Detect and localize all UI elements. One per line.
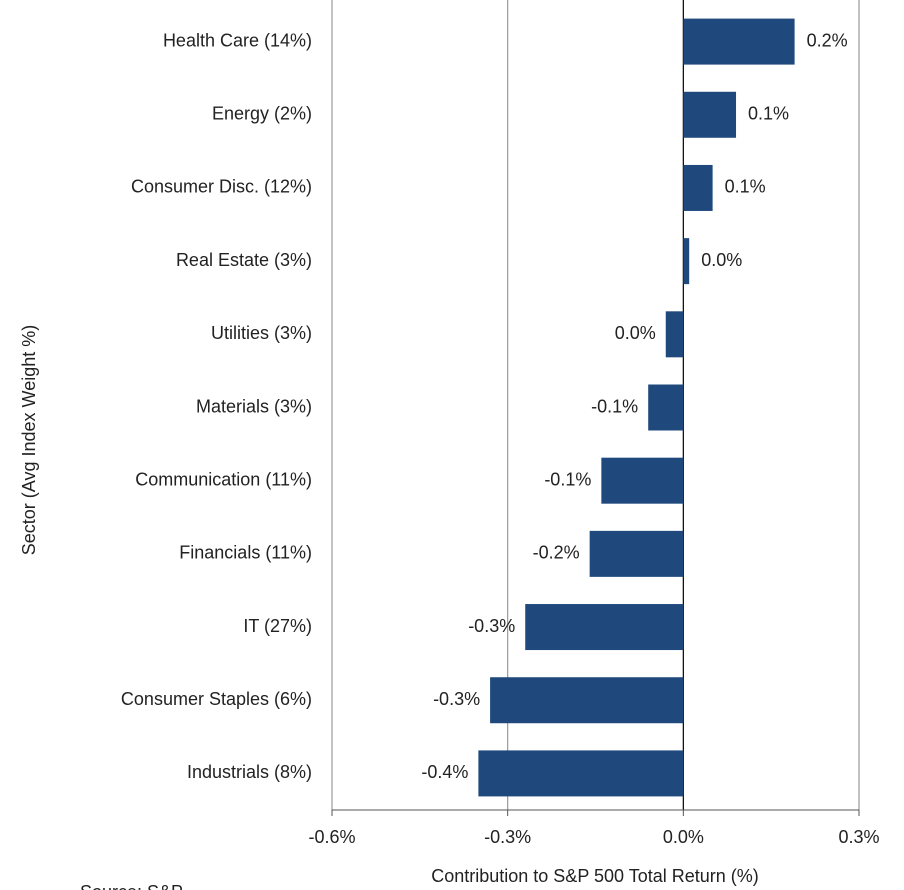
value-label: -0.1% bbox=[591, 396, 638, 416]
bar bbox=[648, 384, 684, 431]
bar bbox=[683, 91, 737, 138]
y-tick-label: Energy (2%) bbox=[212, 104, 312, 124]
y-tick-label: Communication (11%) bbox=[135, 469, 312, 489]
y-tick-label: Financials (11%) bbox=[179, 543, 312, 563]
x-tick-label: 0.3% bbox=[838, 827, 879, 847]
value-label: 0.0% bbox=[615, 323, 656, 343]
y-tick-label: Consumer Disc. (12%) bbox=[131, 177, 312, 197]
value-label: 0.1% bbox=[748, 104, 789, 124]
bar bbox=[601, 457, 684, 504]
value-label: 0.0% bbox=[701, 250, 742, 270]
value-label: -0.4% bbox=[421, 762, 468, 782]
y-tick-label: Health Care (14%) bbox=[163, 30, 312, 50]
source-note: Source: S&P bbox=[80, 882, 183, 890]
y-tick-label: Consumer Staples (6%) bbox=[121, 689, 312, 709]
value-label: -0.3% bbox=[433, 689, 480, 709]
bar bbox=[490, 677, 684, 724]
bar bbox=[665, 311, 684, 358]
x-tick-label: -0.6% bbox=[308, 827, 355, 847]
y-tick-label: Materials (3%) bbox=[196, 396, 312, 416]
y-tick-label: Industrials (8%) bbox=[187, 762, 312, 782]
y-tick-label: Utilities (3%) bbox=[211, 323, 312, 343]
value-label: 0.2% bbox=[807, 30, 848, 50]
x-axis-title: Contribution to S&P 500 Total Return (%) bbox=[431, 866, 759, 886]
x-tick-label: 0.0% bbox=[663, 827, 704, 847]
bar bbox=[683, 18, 795, 65]
bar bbox=[683, 164, 713, 211]
bar bbox=[589, 530, 684, 577]
bar bbox=[525, 604, 684, 651]
value-label: 0.1% bbox=[725, 177, 766, 197]
bar bbox=[683, 238, 690, 285]
bar bbox=[478, 750, 684, 797]
x-tick-label: -0.3% bbox=[484, 827, 531, 847]
value-label: -0.1% bbox=[544, 469, 591, 489]
value-label: -0.2% bbox=[533, 543, 580, 563]
y-tick-label: IT (27%) bbox=[243, 616, 312, 636]
value-label: -0.3% bbox=[468, 616, 515, 636]
y-tick-label: Real Estate (3%) bbox=[176, 250, 312, 270]
y-axis-title: Sector (Avg Index Weight %) bbox=[19, 325, 39, 555]
